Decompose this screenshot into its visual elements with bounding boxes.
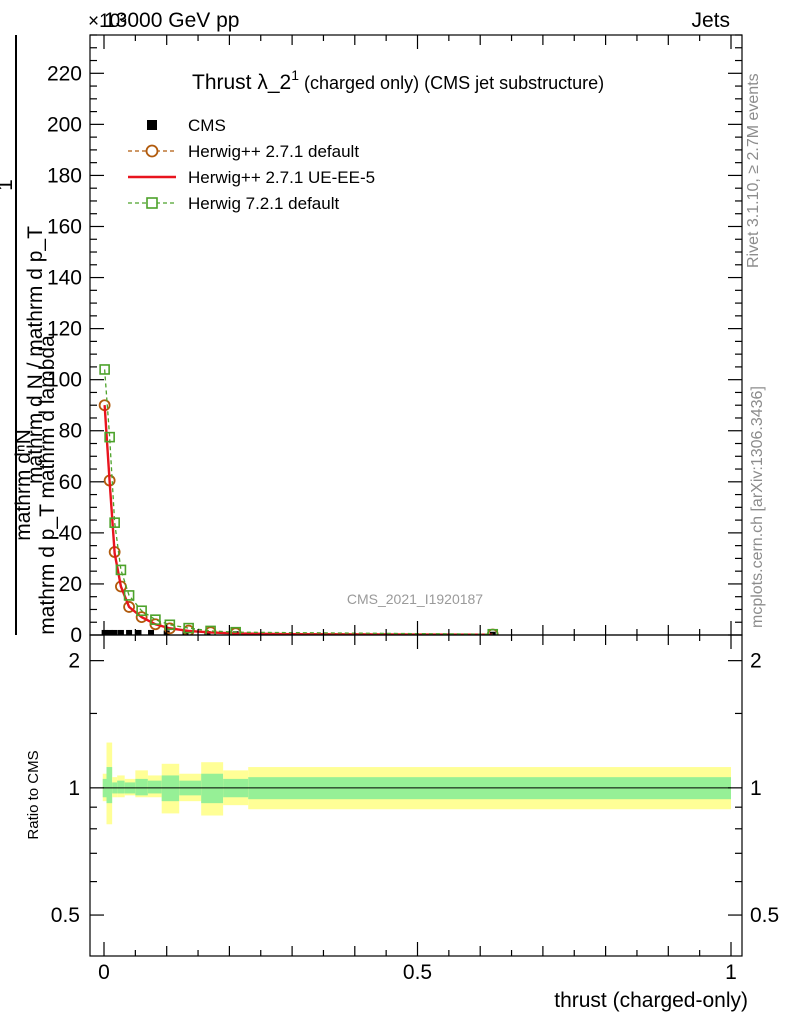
legend-label-herwig-2-7-1-ue-ee-5: Herwig++ 2.7.1 UE-EE-5: [188, 168, 375, 187]
point-herwig-7-2-1-default-1: [104, 431, 115, 443]
main-ytick-label-140: 140: [47, 267, 82, 290]
ratio-ytick-label-left-0.5: 0.5: [51, 904, 80, 927]
legend-label-herwig-2-7-1-default: Herwig++ 2.7.1 default: [188, 142, 359, 161]
point-herwig-7-2-1-default-4: [123, 590, 135, 601]
point-herwig-7-2-1-default-10: [230, 626, 241, 635]
legend: CMS Herwig++ 2.7.1 default Herwig++ 2.7.1 …: [128, 116, 375, 213]
ratio-ytick-label-right-2: 2: [750, 650, 762, 673]
main-ytick-label-100: 100: [47, 369, 82, 392]
main-ytick-label-60: 60: [59, 471, 82, 494]
point-herwig-7-2-1-default-3: [115, 564, 127, 576]
ylabel-numerator: mathrm dⁿN: [12, 429, 35, 541]
legend-marker-herwig-2-7-1-default: [145, 144, 159, 158]
ratio-stat-band-6: [147, 780, 162, 794]
y-multiplier: ×10³: [88, 11, 127, 32]
legend-label-cms: CMS: [188, 116, 226, 135]
point-herwig-7-2-1-default-0: [99, 364, 110, 375]
ratio-ylabel: Ratio to CMS: [25, 750, 42, 839]
ratio-stat-band-9: [201, 773, 224, 804]
ratio-stat-band-5: [135, 778, 148, 796]
legend-label-herwig-7-2-1-default: Herwig 7.2.1 default: [188, 194, 339, 213]
point-herwig-7-2-1-default-7: [164, 619, 176, 631]
point-herwig-2-7-1-default-4: [123, 601, 135, 613]
legend-marker-cms: [147, 120, 157, 130]
point-herwig-7-2-1-default-6: [150, 614, 161, 625]
point-herwig-7-2-1-default-5: [136, 605, 147, 617]
point-cms-2: [111, 629, 118, 635]
mcplots-label: mcplots.cern.ch [arXiv:1306.3436]: [749, 386, 766, 628]
main-plot-area: [98, 364, 499, 635]
main-ytick-label-20: 20: [59, 573, 82, 596]
point-cms-1: [106, 629, 113, 635]
main-ytick-label-220: 220: [47, 62, 82, 85]
point-herwig-7-2-1-default-2: [109, 517, 120, 528]
ratio-ytick-label-right-1: 1: [750, 777, 762, 800]
ratio-ytick-label-right-0.5: 0.5: [750, 904, 779, 927]
point-herwig-7-2-1-default-9: [205, 625, 216, 635]
main-ytick-label-40: 40: [59, 522, 82, 545]
rivet-label: Rivet 3.1.10, ≥ 2.7M events: [745, 73, 762, 268]
ratio-ytick-label-left-2: 2: [68, 650, 80, 673]
ylabel-prefactor: 1: [0, 179, 17, 191]
point-cms-11: [489, 631, 496, 635]
main-ytick-label-200: 200: [47, 113, 82, 136]
ratio-xtick-label-0.5: 0.5: [403, 961, 432, 984]
ratio-stat-band-3: [117, 780, 125, 794]
point-herwig-7-2-1-default-8: [183, 622, 194, 634]
ratio-xtick-label-0: 0: [98, 961, 110, 984]
plot-title: Thrust λ_21 (charged only) (CMS jet subs…: [192, 67, 604, 94]
ylabel-denominator: mathrm d N / mathrm d p_T: [24, 226, 47, 484]
main-ytick-label-160: 160: [47, 215, 82, 238]
point-herwig-2-7-1-default-5: [135, 611, 148, 624]
ratio-frame: [89, 634, 743, 957]
analysis-watermark: CMS_2021_I1920187: [347, 591, 483, 607]
ratio-stat-band-1: [106, 767, 113, 804]
point-cms-5: [135, 629, 142, 635]
ylabel-numerator-line: mathrm d p_T mathrm d lambda: [36, 335, 59, 635]
ratio-xtick-label-1: 1: [725, 961, 737, 984]
point-herwig-7-2-1-default-11: [487, 628, 499, 635]
legend-marker-herwig-7-2-1-default: [146, 197, 158, 209]
ratio-bands: [102, 742, 731, 825]
point-cms-0: [101, 629, 108, 635]
header-process: Jets: [691, 9, 730, 32]
xlabel: thrust (charged-only): [554, 989, 748, 1012]
main-ylabel: mathrm dⁿN mathrm d p_T mathrm d lambda …: [0, 35, 59, 635]
main-ytick-label-0: 0: [70, 624, 82, 647]
point-cms-4: [126, 629, 133, 635]
header-energy: 13000 GeV pp: [104, 9, 240, 32]
point-cms-6: [148, 629, 155, 635]
point-cms-3: [117, 629, 124, 635]
main-ytick-label-120: 120: [47, 318, 82, 341]
main-ytick-label-80: 80: [59, 420, 82, 443]
main-ytick-label-180: 180: [47, 164, 82, 187]
ratio-ytick-label-left-1: 1: [68, 777, 80, 800]
axis-ticks: 0 20 40 60 80 100 120 140 160 180 200 220 0 0.5 1 0.5 0.…: [47, 34, 779, 984]
